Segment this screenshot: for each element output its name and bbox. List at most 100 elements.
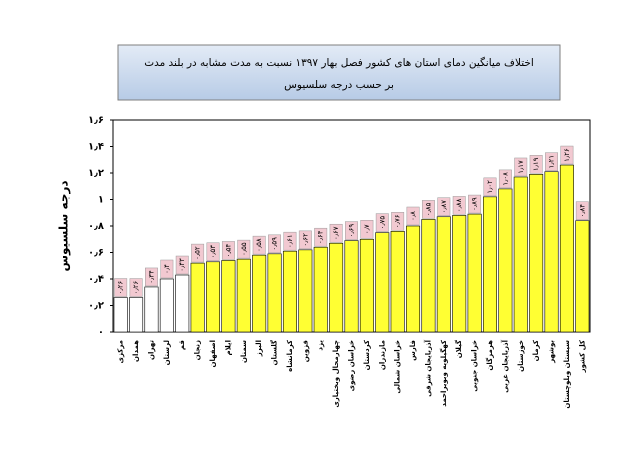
value-label-box [114, 278, 128, 297]
value-label-box [545, 152, 558, 171]
bar [467, 213, 482, 333]
value-label-box [514, 157, 528, 177]
value-label: ۰٫۸۸ [455, 198, 463, 212]
value-label-box [575, 201, 589, 220]
value-label-box [129, 278, 143, 297]
value-label-box [468, 194, 482, 214]
value-label-box [252, 235, 266, 255]
value-label: ۰٫۶۲ [301, 233, 309, 247]
value-label-box [145, 267, 158, 287]
x-tick-label: مازندران [378, 340, 386, 370]
bar [452, 215, 467, 333]
x-tick-label: گلستان [270, 339, 279, 365]
bar [329, 242, 344, 333]
bar [113, 297, 128, 333]
value-label: ۰٫۴ [163, 264, 171, 274]
value-label-box [560, 145, 574, 165]
value-label-box [160, 259, 174, 279]
y-tick-label: ۱٫۲ [88, 168, 104, 179]
value-label: ۰٫۵۵ [240, 242, 248, 256]
value-label-box [421, 200, 435, 219]
value-label-box [268, 234, 282, 254]
value-label: ۰٫۷ [363, 224, 371, 234]
title-box [117, 44, 561, 101]
value-label-box [375, 213, 389, 232]
bar [544, 171, 559, 333]
value-label: ۱٫۲۱ [548, 155, 556, 169]
x-tick-label: لرستان [163, 340, 171, 366]
value-label-box [191, 243, 205, 263]
bar [513, 176, 528, 333]
x-tick-label: یزد [317, 340, 325, 351]
bar [175, 274, 190, 333]
value-label: ۱٫۰۲ [486, 180, 494, 194]
x-tick-label: کرمان [532, 339, 540, 361]
y-tick-label: ۰ [98, 327, 104, 338]
value-label: ۰٫۷۶ [394, 214, 402, 228]
x-tick-label: فارس [409, 340, 417, 361]
y-tick-label: ۱٫۴ [88, 142, 104, 153]
value-label: ۰٫۲۶ [132, 281, 140, 295]
bar [221, 260, 236, 333]
value-label: ۰٫۲۶ [117, 281, 125, 295]
bar [313, 246, 328, 333]
x-tick-label: هرمزگان [485, 340, 494, 371]
value-label-box [437, 197, 451, 216]
bar [190, 262, 205, 333]
x-tick-label: کل کشور [578, 339, 586, 373]
value-label: ۱٫۲۶ [563, 148, 571, 162]
y-tick-label: ۱٫۶ [88, 115, 104, 126]
chart-subtitle: بر حسب درجه سلسیوس [284, 79, 394, 91]
bar [498, 188, 513, 333]
value-label: ۰٫۶۱ [286, 234, 294, 248]
value-label-box [221, 241, 235, 260]
bar [436, 216, 451, 333]
value-label: ۱٫۰۸ [501, 172, 509, 186]
value-label: ۰٫۷۵ [378, 216, 386, 230]
x-tick-label: سیستان وبلوچستان [563, 340, 571, 409]
value-label-box [175, 255, 189, 275]
value-label: ۰٫۵۸ [255, 238, 263, 252]
x-tick-label: سمنان [240, 340, 248, 363]
bar [575, 220, 590, 333]
value-label-box [391, 212, 405, 231]
bar [129, 297, 144, 333]
bar [559, 164, 574, 333]
value-label: ۰٫۸ [409, 211, 417, 221]
bar [375, 232, 390, 333]
bar [529, 174, 544, 333]
value-label-box [360, 220, 374, 239]
x-tick-label: قم [178, 340, 186, 350]
value-label: ۱٫۱۹ [532, 157, 540, 171]
value-label: ۰٫۵۹ [271, 237, 279, 251]
y-axis-label: درجه سلسیوس [57, 180, 72, 271]
x-tick-label: گیلان [454, 339, 463, 358]
x-tick-label: همدان [132, 340, 140, 362]
x-tick-label: کردستان [363, 339, 371, 370]
value-label: ۰٫۸۵ [424, 202, 432, 216]
bar [359, 238, 374, 333]
value-label-box [237, 239, 251, 259]
x-tick-label: خوزستان [517, 340, 525, 372]
bar [482, 196, 497, 333]
x-tick-label: خراسان جنوبی [471, 340, 479, 392]
bar [159, 278, 174, 333]
value-label-box [483, 177, 497, 197]
x-tick-label: کهگیلویه وبویراحمد [439, 339, 448, 407]
bar [344, 240, 359, 333]
bar [406, 225, 421, 333]
bar [252, 254, 267, 333]
value-label: ۰٫۵۳ [209, 245, 217, 259]
value-label-box [498, 169, 512, 189]
value-label: ۰٫۶۴ [317, 230, 325, 244]
value-label: ۱٫۱۷ [517, 160, 525, 174]
x-tick-label: آذربایجان شرقی [423, 339, 432, 396]
chart-title: اختلاف میانگین دمای استان های کشور فصل ب… [144, 56, 534, 69]
x-tick-label: قزوین [301, 340, 309, 363]
value-label: ۰٫۵۲ [194, 246, 202, 260]
bar [144, 286, 159, 333]
y-tick-label: ۰٫۴ [88, 274, 104, 285]
x-tick-label: بوشهر [548, 340, 556, 364]
y-tick-label: ۱ [98, 195, 104, 206]
